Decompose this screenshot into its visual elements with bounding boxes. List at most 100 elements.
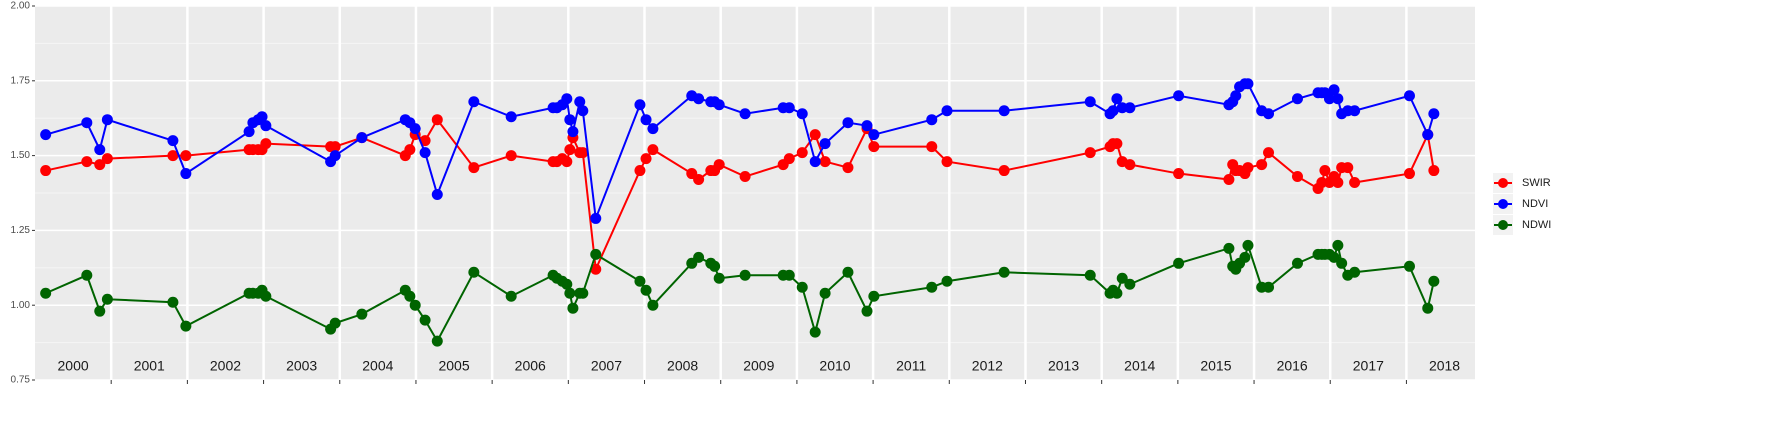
point [998,105,1010,117]
legend-label: NDWI [1522,219,1551,231]
point [1116,102,1128,114]
year-label: 2002 [210,358,241,374]
point [260,138,272,150]
point [634,165,646,177]
point [468,162,480,174]
point [640,114,652,126]
point [868,141,880,153]
point [926,141,938,153]
point [693,174,705,186]
point [564,287,576,299]
y-tick-label: 1.75 [11,75,31,86]
point [809,326,821,338]
point [419,147,431,159]
year-label: 2005 [438,358,469,374]
point [167,150,179,162]
year-label: 2009 [743,358,774,374]
point [1422,129,1434,141]
point [1116,272,1128,284]
point [180,168,192,180]
legend-dot [1498,178,1508,188]
point [1291,257,1303,269]
year-label: 2008 [667,358,698,374]
point [329,150,341,162]
legend-dot [1498,220,1508,230]
point [419,314,431,326]
point [1349,266,1361,278]
point [180,150,192,162]
point [180,320,192,332]
point [809,129,821,141]
point [1342,162,1354,174]
point [640,284,652,296]
point [40,129,52,141]
point [101,153,113,165]
point [868,290,880,302]
point [634,99,646,111]
y-tick-label: 1.50 [11,150,31,161]
point [1349,105,1361,117]
point [590,263,602,275]
point [167,296,179,308]
point [1403,260,1415,272]
point [1291,171,1303,183]
point [1242,162,1254,174]
point [409,299,421,311]
point [567,302,579,314]
point [505,111,517,123]
point [783,102,795,114]
point [861,120,873,132]
year-label: 2004 [362,358,393,374]
point [941,156,953,168]
point [1403,90,1415,102]
point [842,117,854,129]
point [94,159,106,171]
point [561,93,573,105]
point [739,108,751,120]
point [1124,102,1136,114]
point [567,126,579,138]
year-label: 2010 [819,358,850,374]
year-label: 2006 [515,358,546,374]
point [796,147,808,159]
point [634,275,646,287]
point [713,99,725,111]
point [819,138,831,150]
point [81,156,93,168]
point [101,293,113,305]
point [647,123,659,135]
point [577,287,589,299]
point [1316,177,1328,189]
point [431,114,443,126]
point [329,317,341,329]
point [404,144,416,156]
point [842,266,854,278]
y-tick-label: 0.75 [11,375,31,386]
year-label: 2016 [1277,358,1308,374]
point [1263,108,1275,120]
year-label: 2014 [1124,358,1155,374]
point [1428,275,1440,287]
year-label: 2003 [286,358,317,374]
point [713,272,725,284]
point [431,188,443,200]
y-tick-label: 2.00 [11,1,31,12]
point [1422,302,1434,314]
point [809,156,821,168]
point [842,162,854,174]
year-label: 2001 [134,358,165,374]
point [1332,93,1344,105]
point [1242,239,1254,251]
point [1107,105,1119,117]
point [998,165,1010,177]
point [468,96,480,108]
point [1111,287,1123,299]
point [468,266,480,278]
point [1263,281,1275,293]
point [1230,90,1242,102]
point [998,266,1010,278]
point [1173,90,1185,102]
point [101,114,113,126]
point [1336,257,1348,269]
